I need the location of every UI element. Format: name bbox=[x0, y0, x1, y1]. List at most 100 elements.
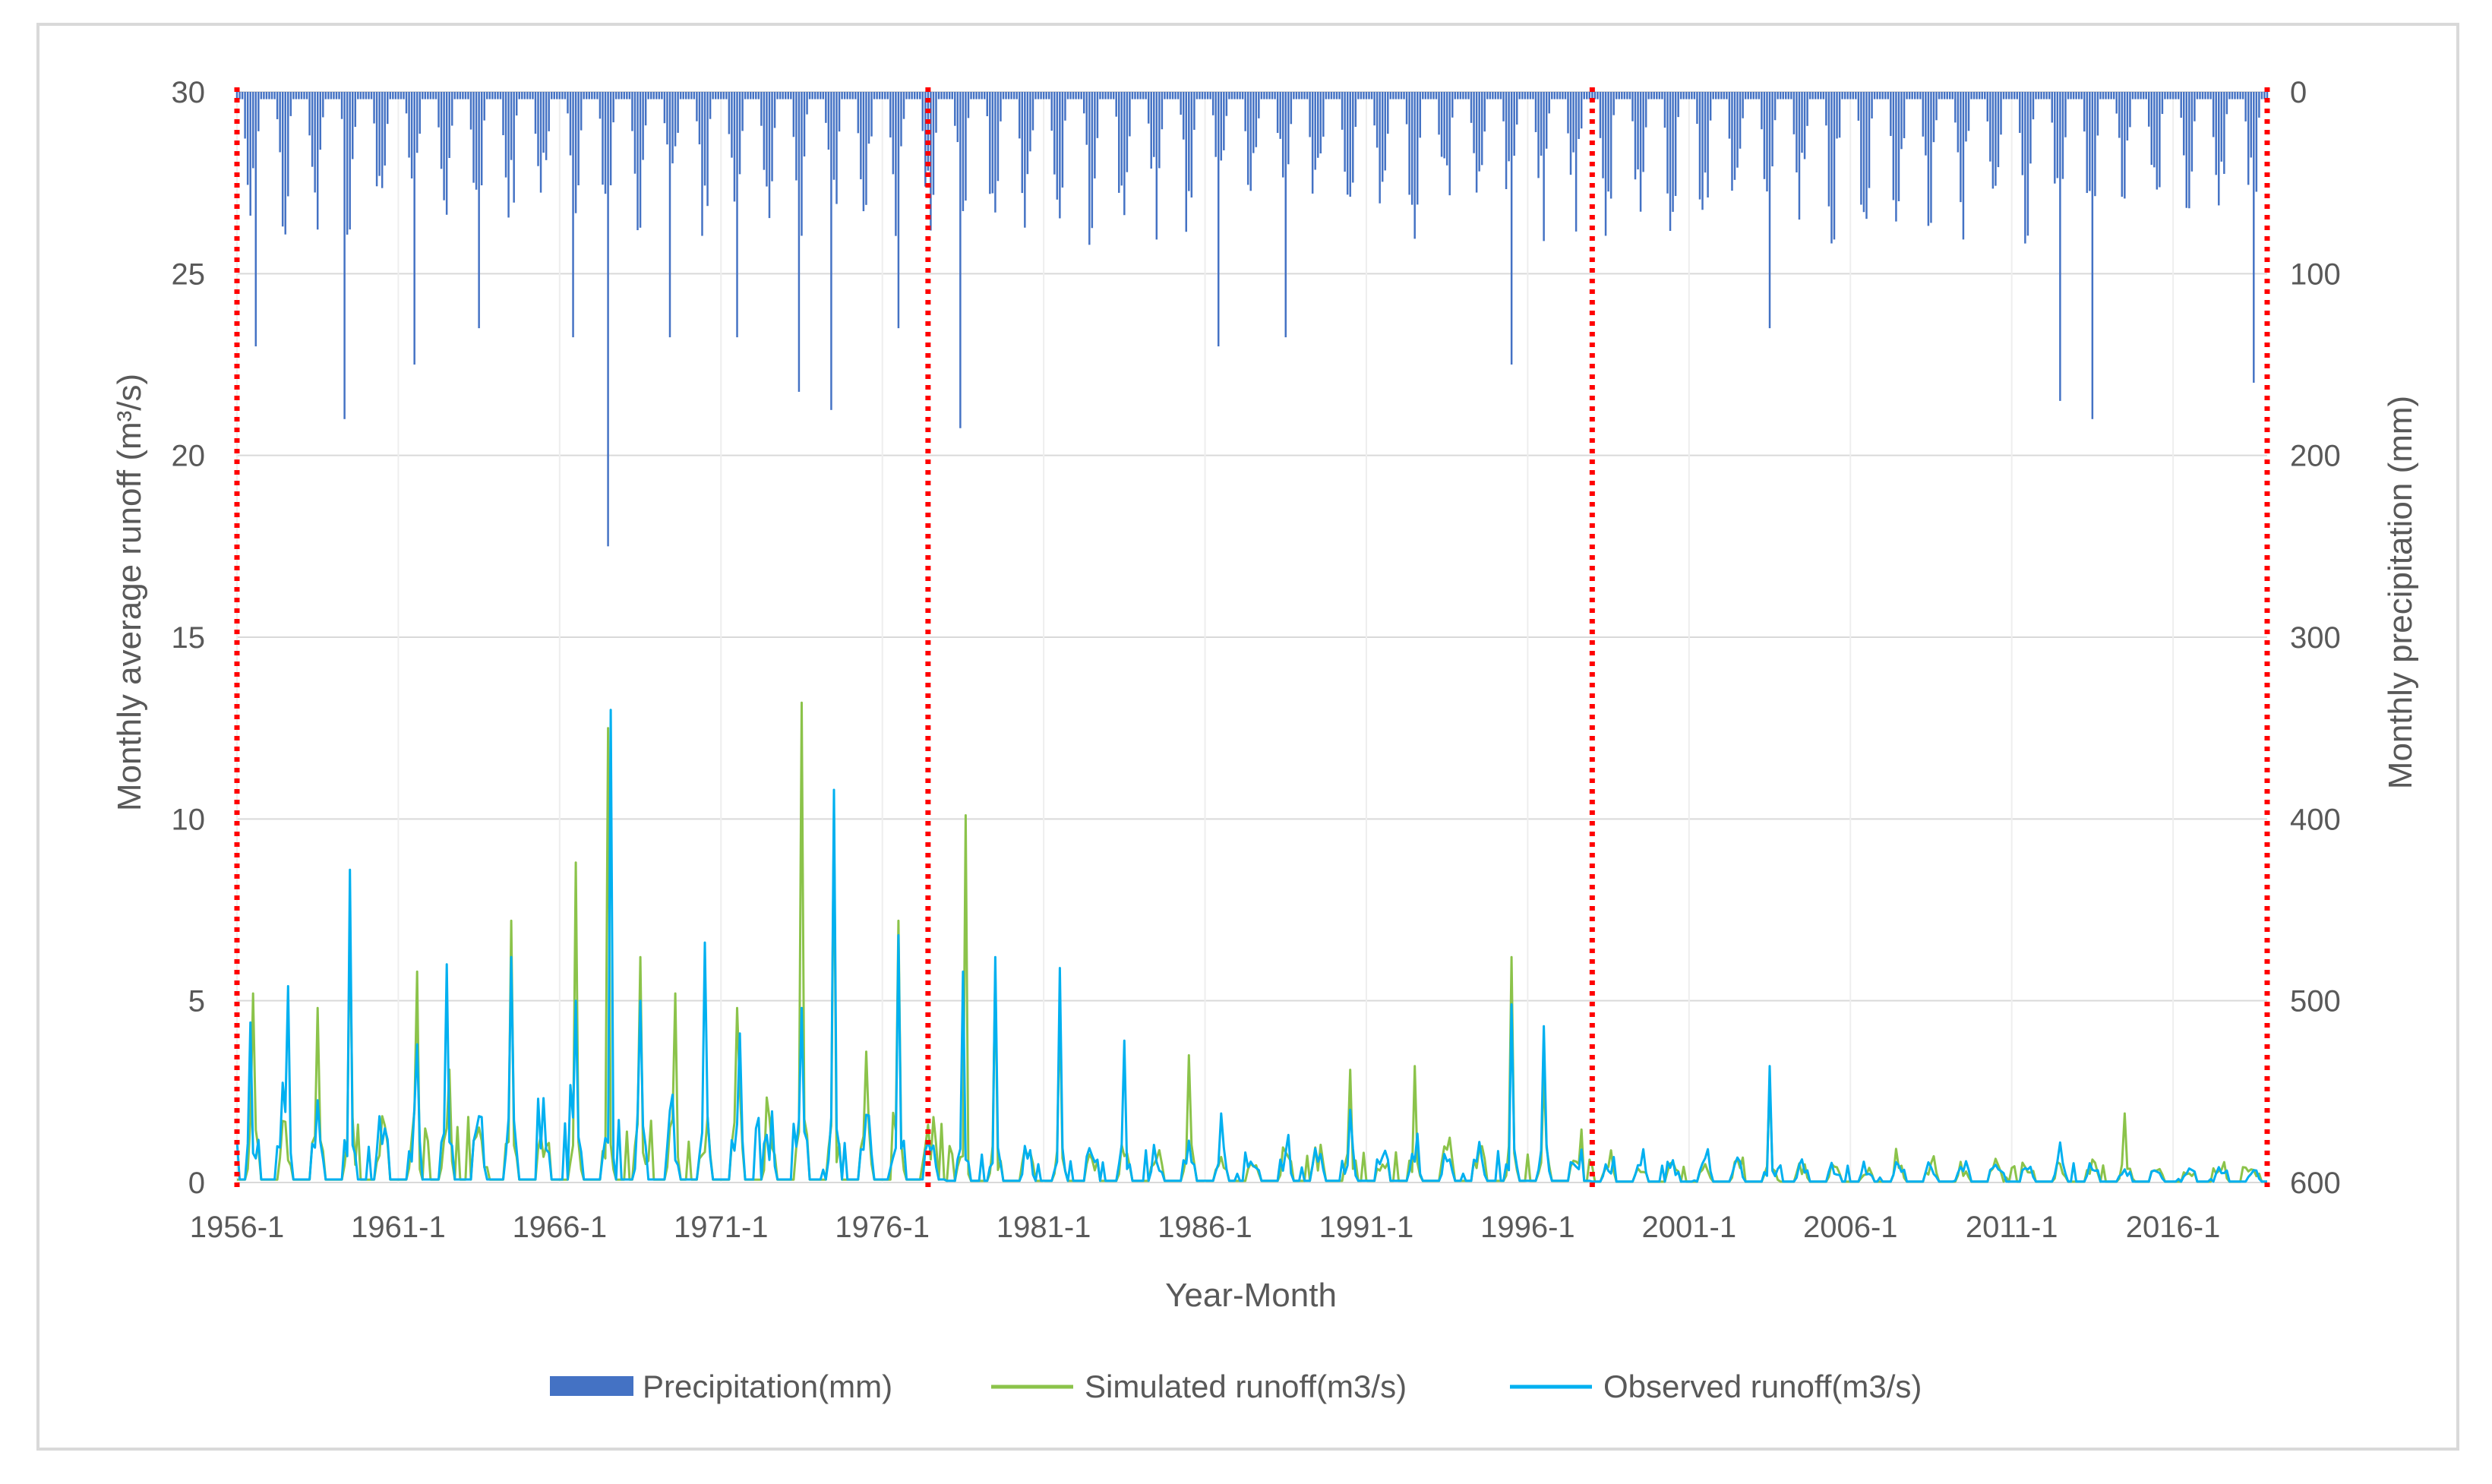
precipitation-bar bbox=[1281, 92, 1284, 178]
precipitation-bar bbox=[1846, 92, 1849, 99]
precipitation-bar bbox=[1244, 92, 1246, 131]
precipitation-bar bbox=[1553, 92, 1556, 99]
precipitation-bar bbox=[1182, 92, 1185, 140]
precipitation-bar bbox=[911, 92, 913, 99]
precipitation-bar bbox=[1443, 92, 1445, 159]
precipitation-bar bbox=[2142, 92, 2145, 99]
precipitation-bar bbox=[1922, 92, 1925, 137]
precipitation-bar bbox=[1691, 92, 1693, 99]
precipitation-bar bbox=[1527, 92, 1529, 99]
precipitation-bar bbox=[1379, 92, 1381, 204]
precipitation-bar bbox=[1252, 92, 1255, 153]
precipitation-bar bbox=[462, 92, 464, 99]
precipitation-bar bbox=[1621, 92, 1623, 99]
precipitation-bar bbox=[892, 92, 895, 175]
precipitation-bar bbox=[432, 92, 434, 99]
precipitation-bar bbox=[1814, 92, 1817, 99]
precipitation-bar bbox=[1335, 92, 1338, 99]
precipitation-bar bbox=[975, 92, 978, 99]
precipitation-bar bbox=[464, 92, 467, 99]
precipitation-bar bbox=[1674, 92, 1677, 197]
precipitation-bar bbox=[1540, 92, 1543, 156]
precipitation-bar bbox=[1808, 92, 1811, 99]
precipitation-bar bbox=[602, 92, 604, 185]
precipitation-bar bbox=[1532, 92, 1534, 99]
precipitation-bar bbox=[1696, 92, 1698, 125]
precipitation-bar bbox=[534, 92, 537, 134]
precipitation-bar bbox=[1389, 92, 1392, 99]
precipitation-bar bbox=[698, 92, 701, 145]
precipitation-bar bbox=[1768, 92, 1771, 329]
precipitation-bar bbox=[2164, 92, 2166, 99]
precipitation-bar bbox=[854, 92, 857, 99]
precipitation-bar bbox=[633, 92, 636, 174]
precipitation-bar bbox=[1890, 92, 1892, 137]
precipitation-bar bbox=[1930, 92, 1932, 223]
precipitation-bar bbox=[908, 92, 911, 99]
precipitation-bar bbox=[298, 92, 300, 99]
precipitation-bar bbox=[2067, 92, 2070, 99]
precipitation-bar bbox=[755, 92, 757, 99]
precipitation-bar bbox=[483, 92, 485, 121]
precipitation-bar bbox=[1685, 92, 1688, 99]
precipitation-bar bbox=[1927, 92, 1930, 226]
precipitation-bar bbox=[693, 92, 696, 99]
precipitation-bar bbox=[607, 92, 609, 547]
x-tick-label: 2006-1 bbox=[1803, 1211, 1898, 1244]
precipitation-bar bbox=[2166, 92, 2169, 99]
precipitation-bar bbox=[728, 92, 731, 134]
legend: Precipitation(mm) Simulated runoff(m3/s)… bbox=[550, 1369, 1922, 1404]
precipitation-bar bbox=[1352, 92, 1354, 183]
precipitation-bar bbox=[1239, 92, 1241, 99]
precipitation-bar bbox=[1185, 92, 1187, 232]
precipitation-bar bbox=[359, 92, 362, 99]
precipitation-bar bbox=[798, 92, 801, 392]
precipitation-bar bbox=[862, 92, 865, 212]
precipitation-bar bbox=[1524, 92, 1527, 99]
precipitation-bar bbox=[1981, 92, 1983, 99]
precipitation-bar bbox=[1677, 92, 1679, 118]
precipitation-bar bbox=[652, 92, 655, 99]
precipitation-bar bbox=[1398, 92, 1400, 99]
x-tick-label: 1986-1 bbox=[1158, 1211, 1252, 1244]
precipitation-bar bbox=[1773, 92, 1777, 121]
precipitation-bar bbox=[1865, 92, 1868, 219]
precipitation-bar bbox=[1470, 92, 1473, 123]
precipitation-bar bbox=[1628, 92, 1631, 99]
precipitation-bar bbox=[349, 92, 351, 230]
precipitation-bar bbox=[1131, 92, 1134, 99]
precipitation-bar bbox=[661, 92, 663, 99]
precipitation-bar bbox=[1099, 92, 1101, 99]
precipitation-bar bbox=[626, 92, 628, 99]
precipitation-bar bbox=[1761, 92, 1763, 130]
precipitation-bar bbox=[475, 92, 478, 190]
precipitation-bar bbox=[1948, 92, 1951, 99]
precipitation-bar bbox=[1354, 92, 1357, 128]
precipitation-bar bbox=[418, 92, 421, 134]
precipitation-bar bbox=[991, 92, 994, 194]
precipitation-bar bbox=[2024, 92, 2026, 244]
precipitation-bar bbox=[808, 92, 811, 99]
precipitation-bar bbox=[1110, 92, 1112, 99]
precipitation-bar bbox=[1161, 92, 1164, 130]
precipitation-bar bbox=[1892, 92, 1895, 200]
precipitation-bar bbox=[2115, 92, 2118, 114]
precipitation-bar bbox=[287, 92, 289, 197]
precipitation-bar bbox=[308, 92, 311, 136]
precipitation-bar bbox=[1855, 92, 1857, 99]
precipitation-bar bbox=[1290, 92, 1293, 125]
precipitation-bar bbox=[567, 92, 569, 114]
precipitation-bar bbox=[2086, 92, 2089, 194]
precipitation-bar bbox=[539, 92, 542, 193]
precipitation-bar bbox=[930, 92, 932, 231]
precipitation-bar bbox=[1483, 92, 1486, 132]
precipitation-bar bbox=[2255, 92, 2258, 192]
precipitation-bar bbox=[569, 92, 572, 156]
precipitation-bar bbox=[486, 92, 488, 99]
precipitation-bar bbox=[1341, 92, 1344, 130]
precipitation-bar bbox=[2129, 92, 2131, 128]
precipitation-bar bbox=[1543, 92, 1545, 242]
legend-label-observed: Observed runoff(m3/s) bbox=[1603, 1369, 1922, 1404]
precipitation-bar bbox=[445, 92, 448, 215]
precipitation-bar bbox=[2037, 92, 2040, 99]
